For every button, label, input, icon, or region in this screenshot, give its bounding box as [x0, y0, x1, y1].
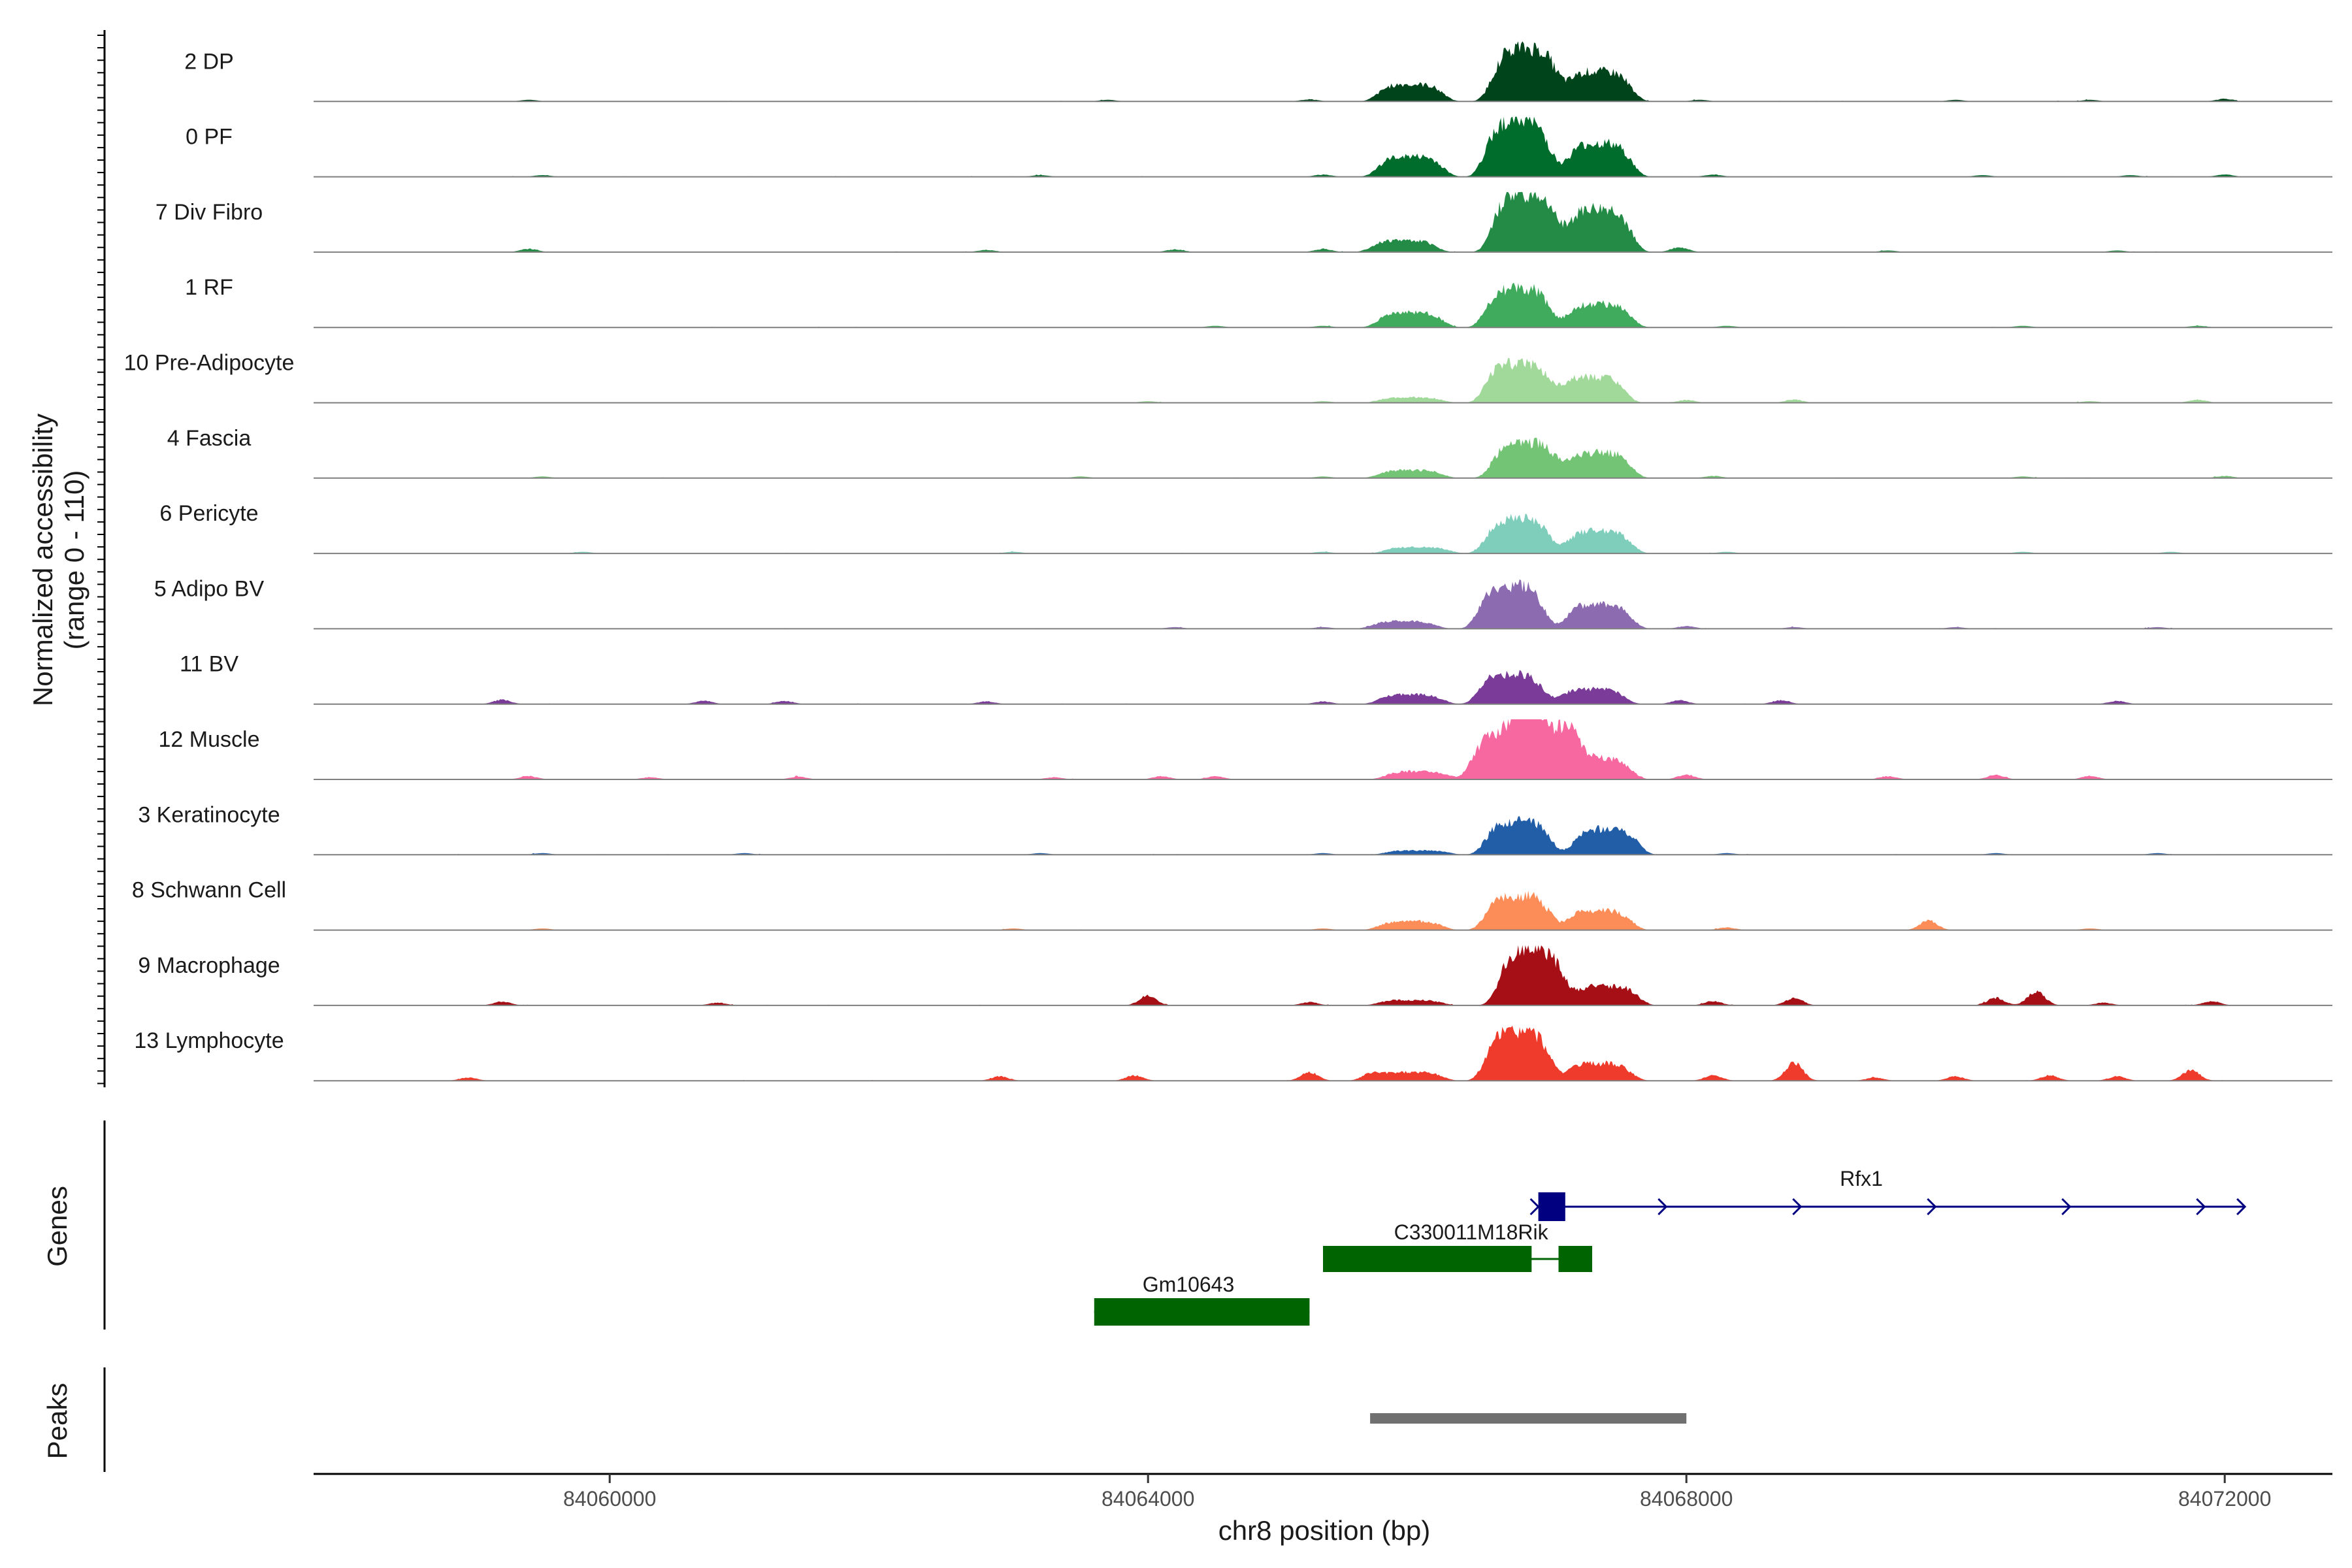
x-axis-title: chr8 position (bp): [1218, 1515, 1431, 1546]
track-13: 9 Macrophage: [138, 945, 2332, 1006]
track-9: 11 BV: [180, 652, 2332, 705]
track-4: 1 RF: [185, 275, 2332, 329]
track-label: 4 Fascia: [167, 426, 252, 451]
coverage-area: [448, 437, 2238, 478]
track-label: 2 DP: [184, 49, 234, 74]
gene-exon: [1538, 1192, 1565, 1221]
peaks-panel-title: Peaks: [42, 1383, 73, 1460]
x-axis: 84060000 84064000 84068000 84072000: [314, 1473, 2332, 1511]
track-8: 5 Adipo BV: [154, 576, 2332, 630]
strand-arrow: [1529, 1198, 1540, 1216]
x-tick-label: 84072000: [2178, 1487, 2271, 1511]
genes-panel: Rfx1 C330011M18Rik Gm10643: [103, 1120, 2247, 1330]
track-2: 0 PF: [186, 116, 2332, 178]
track-label: 12 Muscle: [159, 727, 260, 752]
coverage-area: [448, 816, 2238, 855]
track-label: 5 Adipo BV: [154, 576, 265, 601]
peak-region: [1370, 1413, 1687, 1424]
gene-rfx1: Rfx1: [1529, 1167, 2247, 1221]
strand-arrow: [1792, 1198, 1803, 1216]
strand-arrow: [1658, 1198, 1668, 1216]
strand-arrow: [2196, 1198, 2206, 1216]
track-14: 13 Lymphocyte: [134, 1026, 2332, 1082]
track-7: 6 Pericyte: [159, 501, 2332, 555]
gene-gm10643: Gm10643: [1094, 1273, 1310, 1326]
coverage-panel: 2 DP 0 PF 7 Div Fibro 1 RF 10 Pre-Adipocyte 4…: [97, 30, 2332, 1088]
track-3: 7 Div Fibro: [155, 191, 2332, 253]
coverage-area: [448, 41, 2238, 102]
strand-arrow: [2236, 1198, 2247, 1216]
x-tick-label: 84068000: [1640, 1487, 1733, 1511]
coverage-area: [448, 116, 2238, 177]
coverage-area: [448, 357, 2238, 403]
track-label: 13 Lymphocyte: [134, 1028, 284, 1053]
strand-arrow: [2061, 1198, 2072, 1216]
coverage-area: [448, 282, 2238, 328]
track-label: 3 Keratinocyte: [138, 802, 280, 827]
track-label: 9 Macrophage: [138, 953, 280, 978]
track-label: 8 Schwann Cell: [132, 878, 286, 903]
track-label: 11 BV: [180, 652, 238, 677]
track-6: 4 Fascia: [167, 426, 2332, 479]
gene-exon: [1558, 1246, 1592, 1272]
track-11: 3 Keratinocyte: [138, 802, 2332, 856]
track-label: 7 Div Fibro: [155, 200, 263, 225]
gene-exon: [1323, 1246, 1532, 1272]
track-label: 6 Pericyte: [159, 501, 258, 526]
coverage-area: [448, 719, 2238, 779]
y-axis-title: Normalized accessibility: [27, 414, 58, 706]
track-12: 8 Schwann Cell: [132, 878, 2332, 931]
gene-c330011m18rik: C330011M18Rik: [1323, 1220, 1592, 1272]
coverage-area: [448, 945, 2238, 1005]
coverage-area: [448, 890, 2238, 930]
peaks-panel: [103, 1367, 1687, 1472]
y-axis-subtitle: (range 0 - 110): [59, 470, 90, 650]
track-label: 1 RF: [185, 275, 233, 300]
gene-exon: [1094, 1298, 1310, 1326]
gene-label: Gm10643: [1143, 1273, 1235, 1296]
coverage-area: [448, 579, 2238, 629]
x-tick-label: 84064000: [1102, 1487, 1194, 1511]
coverage-area: [448, 670, 2238, 704]
gene-label: Rfx1: [1840, 1167, 1883, 1190]
gene-label: C330011M18Rik: [1394, 1220, 1549, 1244]
coverage-area: [448, 1026, 2238, 1081]
genes-panel-title: Genes: [42, 1186, 73, 1267]
track-label: 10 Pre-Adipocyte: [124, 351, 295, 376]
strand-arrow: [1927, 1198, 1937, 1216]
track-5: 10 Pre-Adipocyte: [124, 351, 2332, 404]
coverage-area: [448, 514, 2238, 554]
track-10: 12 Muscle: [159, 719, 2332, 780]
coverage-area: [448, 191, 2238, 252]
track-label: 0 PF: [186, 125, 233, 150]
track-1: 2 DP: [184, 41, 2332, 103]
x-tick-label: 84060000: [563, 1487, 656, 1511]
